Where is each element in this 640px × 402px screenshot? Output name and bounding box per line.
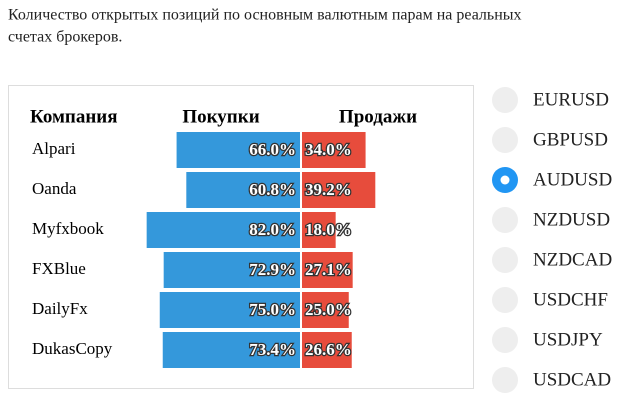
sell-label: 39.2% <box>305 180 352 199</box>
radio-label[interactable]: USDJPY <box>533 329 603 350</box>
radio-button[interactable] <box>492 287 518 313</box>
sell-label: 26.6% <box>305 340 352 359</box>
company-name: Myfxbook <box>32 219 104 238</box>
sell-bar <box>302 172 376 208</box>
radio-label[interactable]: NZDUSD <box>533 209 610 230</box>
sell-bar <box>302 332 352 368</box>
buy-label: 75.0% <box>249 300 296 319</box>
buy-label: 66.0% <box>249 140 296 159</box>
radio-button[interactable] <box>492 127 518 153</box>
radio-button[interactable] <box>492 247 518 273</box>
buy-label: 82.0% <box>249 220 296 239</box>
radio-label[interactable]: GBPUSD <box>533 129 608 150</box>
sell-label: 18.0% <box>305 220 352 239</box>
company-name: DailyFx <box>32 299 88 318</box>
company-name: FXBlue <box>32 259 86 278</box>
column-header: Компания <box>30 106 118 127</box>
radio-label[interactable]: USDCAD <box>533 369 611 390</box>
radio-label[interactable]: NZDCAD <box>533 249 612 270</box>
radio-button[interactable] <box>492 327 518 353</box>
sell-label: 27.1% <box>305 260 352 279</box>
buy-label: 60.8% <box>249 180 296 199</box>
radio-dot <box>500 175 510 185</box>
sell-bar <box>302 212 336 248</box>
sell-label: 34.0% <box>305 140 352 159</box>
radio-label[interactable]: AUDUSD <box>533 169 612 190</box>
company-name: DukasCopy <box>32 339 113 358</box>
buy-bar <box>146 212 300 248</box>
radio-button[interactable] <box>492 87 518 113</box>
sell-bar <box>302 292 349 328</box>
buy-bar <box>162 332 300 368</box>
column-header: Покупки <box>182 106 259 127</box>
title-line: счетах брокеров. <box>8 29 122 46</box>
sell-bar <box>302 132 366 168</box>
buy-bar <box>163 252 300 288</box>
buy-label: 73.4% <box>249 340 296 359</box>
company-name: Oanda <box>32 179 77 198</box>
radio-button[interactable] <box>492 367 518 393</box>
buy-bar <box>176 132 300 168</box>
column-header: Продажи <box>339 106 417 127</box>
company-name: Alpari <box>32 139 76 158</box>
title-line: Количество открытых позиций по основным … <box>8 7 522 24</box>
radio-label[interactable]: EURUSD <box>533 89 609 110</box>
buy-label: 72.9% <box>249 260 296 279</box>
radio-button[interactable] <box>492 207 518 233</box>
buy-bar <box>186 172 300 208</box>
buy-bar <box>159 292 300 328</box>
sell-label: 25.0% <box>305 300 352 319</box>
radio-label[interactable]: USDCHF <box>533 289 608 310</box>
sell-bar <box>302 252 353 288</box>
